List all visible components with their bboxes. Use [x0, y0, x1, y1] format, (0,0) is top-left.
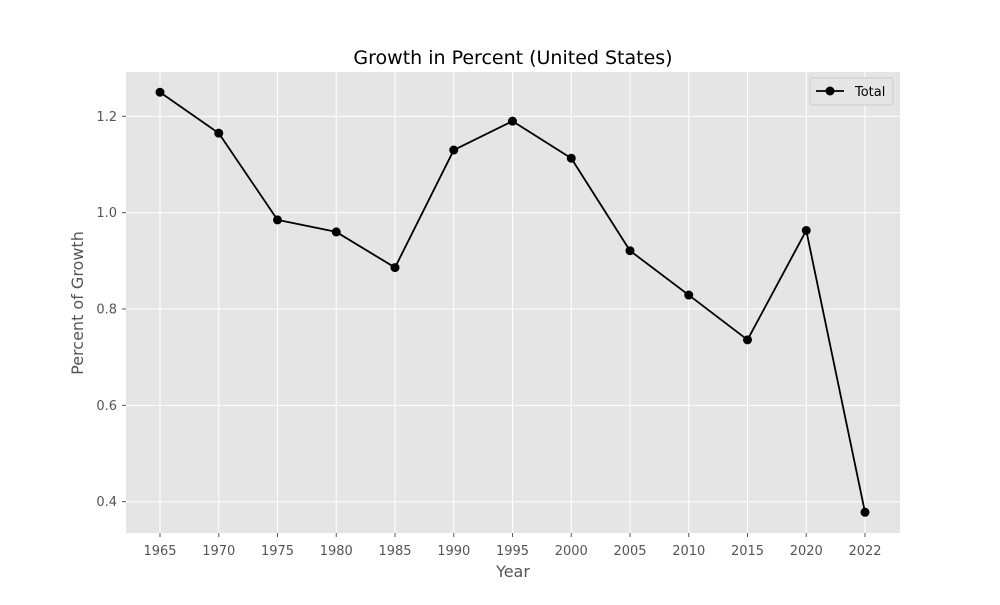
y-tick-label: 0.4 — [96, 495, 117, 510]
data-point — [684, 290, 694, 300]
legend-box — [809, 77, 894, 106]
y-tick-label: 0.8 — [96, 303, 117, 318]
x-tick-label: 1965 — [143, 544, 176, 559]
data-point — [449, 145, 459, 155]
legend-marker — [825, 86, 835, 96]
data-point — [508, 116, 517, 126]
grid-lines — [126, 72, 900, 533]
y-tick-label: 1.2 — [96, 110, 117, 125]
data-point — [214, 128, 224, 138]
x-tick-label: 1995 — [496, 544, 529, 559]
x-tick-label: 2020 — [790, 544, 823, 559]
legend-label: Total — [854, 85, 885, 100]
data-point — [331, 227, 341, 237]
x-tick-label: 2005 — [613, 544, 646, 559]
y-axis-title: Percent of Growth — [68, 231, 87, 375]
x-tick-label: 2010 — [672, 544, 705, 559]
axis-ticks: 1965 1970 1975 1980 1985 1990 1995 2000 2005 2010… — [96, 110, 881, 559]
x-tick-label: 1970 — [202, 544, 235, 559]
data-point — [743, 335, 752, 345]
data-point — [860, 507, 870, 517]
data-point — [155, 87, 165, 97]
x-axis-title: Year — [495, 562, 530, 581]
x-tick-label: 2015 — [731, 544, 764, 559]
data-point — [801, 225, 811, 235]
x-tick-label: 1975 — [261, 544, 294, 559]
y-tick-label: 1.0 — [96, 206, 117, 221]
x-tick-label: 1985 — [378, 544, 411, 559]
y-tick-label: 0.6 — [96, 399, 117, 414]
data-point — [566, 153, 576, 163]
chart-title: Growth in Percent (United States) — [353, 47, 672, 69]
series-layer — [155, 87, 870, 517]
x-tick-label: 2022 — [848, 544, 881, 559]
x-tick-label: 2000 — [555, 544, 588, 559]
data-point — [273, 215, 282, 225]
legend: Total — [809, 77, 894, 106]
data-point — [390, 263, 400, 273]
x-tick-label: 1990 — [437, 544, 470, 559]
x-tick-label: 1980 — [320, 544, 353, 559]
data-point — [625, 246, 635, 256]
